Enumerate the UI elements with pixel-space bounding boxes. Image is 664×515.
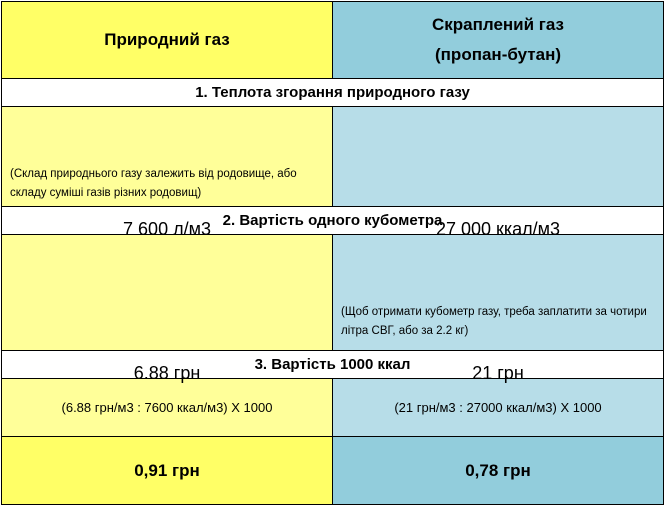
- comparison-table: Природний газ Скраплений газ (пропан-бут…: [1, 1, 664, 505]
- section3-natural-result-cell: 0,91 грн: [1, 436, 333, 505]
- section3-natural-formula: (6.88 грн/м3 : 7600 ккал/м3) Х 1000: [61, 399, 273, 415]
- section3-liquefied-formula-cell: (21 грн/м3 : 27000 ккал/м3) Х 1000: [332, 378, 664, 437]
- header-liquefied-gas-label: Скраплений газ: [431, 15, 564, 34]
- section1-natural-cell: (Склад природнього газу залежить від род…: [1, 106, 333, 239]
- section2-title-row: 2. Вартість одного кубометра: [1, 206, 664, 235]
- section1-title-row: 1. Теплота згорання природного газу: [1, 78, 664, 107]
- section2-natural-cell: 6.88 грн: [1, 234, 333, 383]
- section3-liquefied-formula: (21 грн/м3 : 27000 ккал/м3) Х 1000: [394, 399, 602, 415]
- header-liquefied-gas: Скраплений газ (пропан-бутан): [332, 1, 664, 79]
- section2-natural-value: 6.88 грн: [133, 362, 201, 383]
- header-liquefied-gas-sublabel: (пропан-бутан): [435, 45, 561, 64]
- section1-liquefied-value: 27 000 ккал/м3: [435, 218, 561, 239]
- section3-liquefied-result-cell: 0,78 грн: [332, 436, 664, 505]
- section2-title-text: 2. Вартість одного кубометра: [222, 211, 443, 229]
- section3-natural-formula-cell: (6.88 грн/м3 : 7600 ккал/м3) Х 1000: [1, 378, 333, 437]
- section1-natural-note: (Склад природнього газу залежить від род…: [10, 167, 297, 199]
- section2-values-row: 6.88 грн (Щоб отримати кубометр газу, тр…: [1, 234, 664, 383]
- header-natural-gas-label: Природний газ: [104, 30, 230, 49]
- header-natural-gas: Природний газ: [1, 1, 333, 79]
- section3-formula-row: (6.88 грн/м3 : 7600 ккал/м3) Х 1000 (21 …: [1, 378, 664, 437]
- section1-natural-value: 7 600 л/м3: [123, 218, 211, 239]
- section3-liquefied-result: 0,78 грн: [465, 460, 531, 480]
- section3-title-text: 3. Вартість 1000 ккал: [254, 355, 411, 373]
- section2-title: 2. Вартість одного кубометра: [1, 206, 664, 235]
- header-row: Природний газ Скраплений газ (пропан-бут…: [1, 1, 664, 79]
- section3-result-row: 0,91 грн 0,78 грн: [1, 436, 664, 505]
- section2-liquefied-cell: (Щоб отримати кубометр газу, треба запла…: [332, 234, 664, 383]
- section1-title: 1. Теплота згорання природного газу: [1, 78, 664, 107]
- section2-liquefied-value: 21 грн: [472, 362, 524, 383]
- section3-natural-result: 0,91 грн: [134, 460, 200, 480]
- section1-title-text: 1. Теплота згорання природного газу: [195, 83, 470, 101]
- section1-values-row: (Склад природнього газу залежить від род…: [1, 106, 664, 239]
- section2-liquefied-note: (Щоб отримати кубометр газу, треба запла…: [341, 305, 647, 337]
- section1-liquefied-cell: 27 000 ккал/м3: [332, 106, 664, 239]
